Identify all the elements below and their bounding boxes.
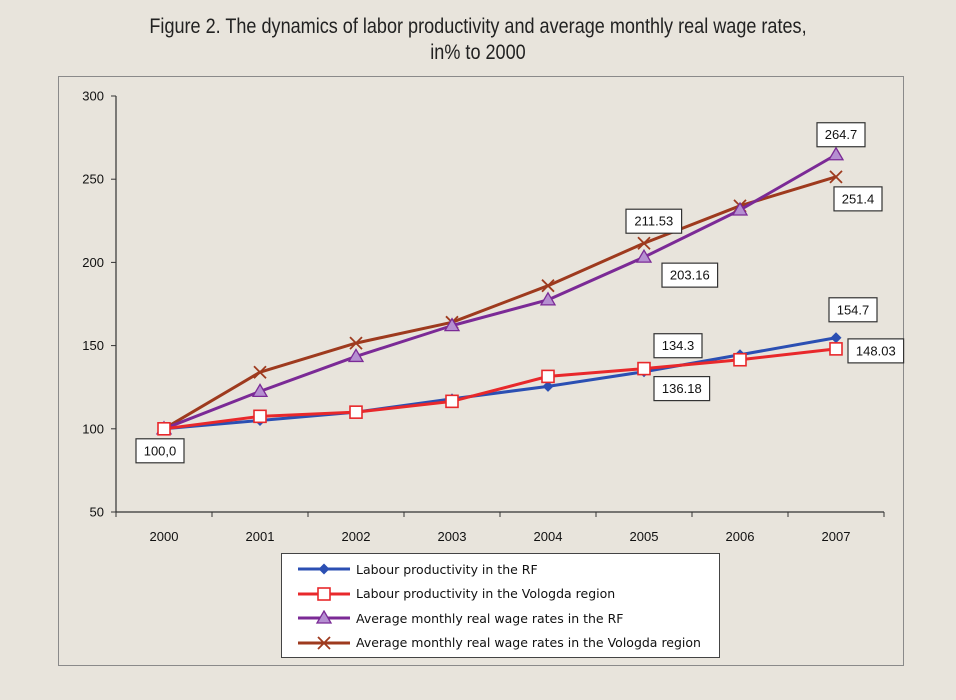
data-label-box xyxy=(135,438,185,464)
data-label-box xyxy=(828,297,878,323)
x-tick-label: 2004 xyxy=(534,529,563,544)
data-point xyxy=(349,336,363,350)
legend-item: Average monthly real wage rates in the R… xyxy=(282,606,719,631)
chart-panel xyxy=(58,76,904,666)
data-label-box xyxy=(625,208,683,234)
legend-label: Labour productivity in the RF xyxy=(356,561,538,577)
data-point xyxy=(253,409,267,424)
y-tick-label: 150 xyxy=(82,338,104,353)
data-label-text: 148.03 xyxy=(856,343,896,358)
series-line-2 xyxy=(163,347,837,431)
series-line-1 xyxy=(163,336,837,431)
x-tick-label: 2003 xyxy=(438,529,467,544)
data-label-text: 251.4 xyxy=(842,191,875,206)
data-label: 148.03 xyxy=(847,338,905,364)
data-point xyxy=(347,348,365,363)
data-point xyxy=(829,342,843,356)
chart-title: Figure 2. The dynamics of labor producti… xyxy=(67,14,889,66)
data-point xyxy=(251,383,269,398)
legend-item: Labour productivity in the RF xyxy=(282,557,719,582)
data-point xyxy=(542,380,554,392)
series-markers xyxy=(155,146,845,436)
data-point xyxy=(731,201,749,216)
chart-legend: Labour productivity in the RF Labour pro… xyxy=(281,553,720,658)
legend-swatch-wage-rf xyxy=(298,610,350,624)
data-point xyxy=(827,146,845,161)
legend-marker xyxy=(315,610,333,624)
data-label: 136.18 xyxy=(653,375,711,402)
y-tick-label: 100 xyxy=(82,421,104,436)
data-point xyxy=(443,317,461,332)
y-tick-label: 250 xyxy=(82,172,104,187)
legend-swatch-labour-vologda xyxy=(298,586,350,601)
data-point xyxy=(445,394,459,409)
data-label-text: 211.53 xyxy=(634,214,673,229)
data-point xyxy=(637,236,651,250)
x-tick-label: 2005 xyxy=(630,529,659,544)
data-point xyxy=(637,361,651,376)
y-tick-label: 50 xyxy=(90,505,104,520)
data-point xyxy=(253,365,267,379)
data-label-box xyxy=(847,338,905,364)
data-label: 134.3 xyxy=(653,333,703,359)
data-label: 154.7 xyxy=(828,297,878,323)
legend-label: Labour productivity in the Vologda regio… xyxy=(356,586,616,602)
data-label: 211.53 xyxy=(625,208,683,234)
data-point xyxy=(635,248,653,263)
legend-swatch-wage-vologda xyxy=(298,636,350,650)
legend-swatch-labour-rf xyxy=(298,563,350,575)
legend-marker xyxy=(317,586,331,601)
data-label-box xyxy=(653,333,703,359)
data-label-text: 203.16 xyxy=(670,268,710,283)
data-point xyxy=(157,421,171,436)
chart-title-line-1: Figure 2. The dynamics of labor producti… xyxy=(149,15,807,38)
data-label-text: 100,0 xyxy=(144,443,177,458)
data-point xyxy=(733,352,747,367)
x-tick-label: 2002 xyxy=(342,529,371,544)
data-label-text: 264.7 xyxy=(825,127,858,142)
chart-title-line-2: in% to 2000 xyxy=(430,41,526,64)
x-marker-stroke xyxy=(637,236,651,250)
data-labels: 100,0 134.3 136.18 154.7 148.03 211.53 203.16 2… xyxy=(135,122,905,464)
x-marker-stroke xyxy=(317,636,331,650)
data-label: 264.7 xyxy=(816,122,866,148)
data-point xyxy=(830,332,842,344)
x-marker-stroke xyxy=(541,279,555,293)
legend-item: Average monthly real wage rates in the V… xyxy=(282,631,719,656)
legend-label: Average monthly real wage rates in the R… xyxy=(356,610,624,626)
legend-marker xyxy=(318,563,330,575)
y-tick-label: 300 xyxy=(82,89,104,104)
data-label-box xyxy=(833,186,883,212)
data-point xyxy=(349,405,363,419)
data-label-text: 134.3 xyxy=(662,338,695,353)
legend-marker xyxy=(317,636,331,650)
data-label-text: 136.18 xyxy=(662,381,702,396)
x-tick-label: 2006 xyxy=(726,529,755,544)
data-point xyxy=(539,291,557,306)
x-marker-stroke xyxy=(829,170,843,184)
data-point xyxy=(541,369,555,384)
series-line-4 xyxy=(163,175,837,431)
legend-label: Average monthly real wage rates in the V… xyxy=(356,635,701,651)
series-lines xyxy=(163,153,837,431)
data-label-box xyxy=(661,262,719,288)
data-label: 251.4 xyxy=(833,186,883,212)
x-tick-label: 2007 xyxy=(822,529,851,544)
data-label-text: 154.7 xyxy=(837,302,870,317)
data-label-box xyxy=(653,375,711,402)
x-marker-stroke xyxy=(349,336,363,350)
series-line-3 xyxy=(163,153,837,431)
x-tick-label: 2001 xyxy=(246,529,275,544)
x-tick-label: 2000 xyxy=(150,529,179,544)
data-point xyxy=(829,170,843,184)
data-point xyxy=(541,279,555,293)
x-marker-stroke xyxy=(253,365,267,379)
data-label-box xyxy=(816,122,866,148)
legend-item: Labour productivity in the Vologda regio… xyxy=(282,582,719,607)
data-label: 203.16 xyxy=(661,262,719,288)
data-label: 100,0 xyxy=(135,438,185,464)
chart-axes: 50 100 150 200 250 300 2000 2001 2002 2003 2004 200… xyxy=(82,89,885,544)
y-tick-label: 200 xyxy=(82,255,104,270)
